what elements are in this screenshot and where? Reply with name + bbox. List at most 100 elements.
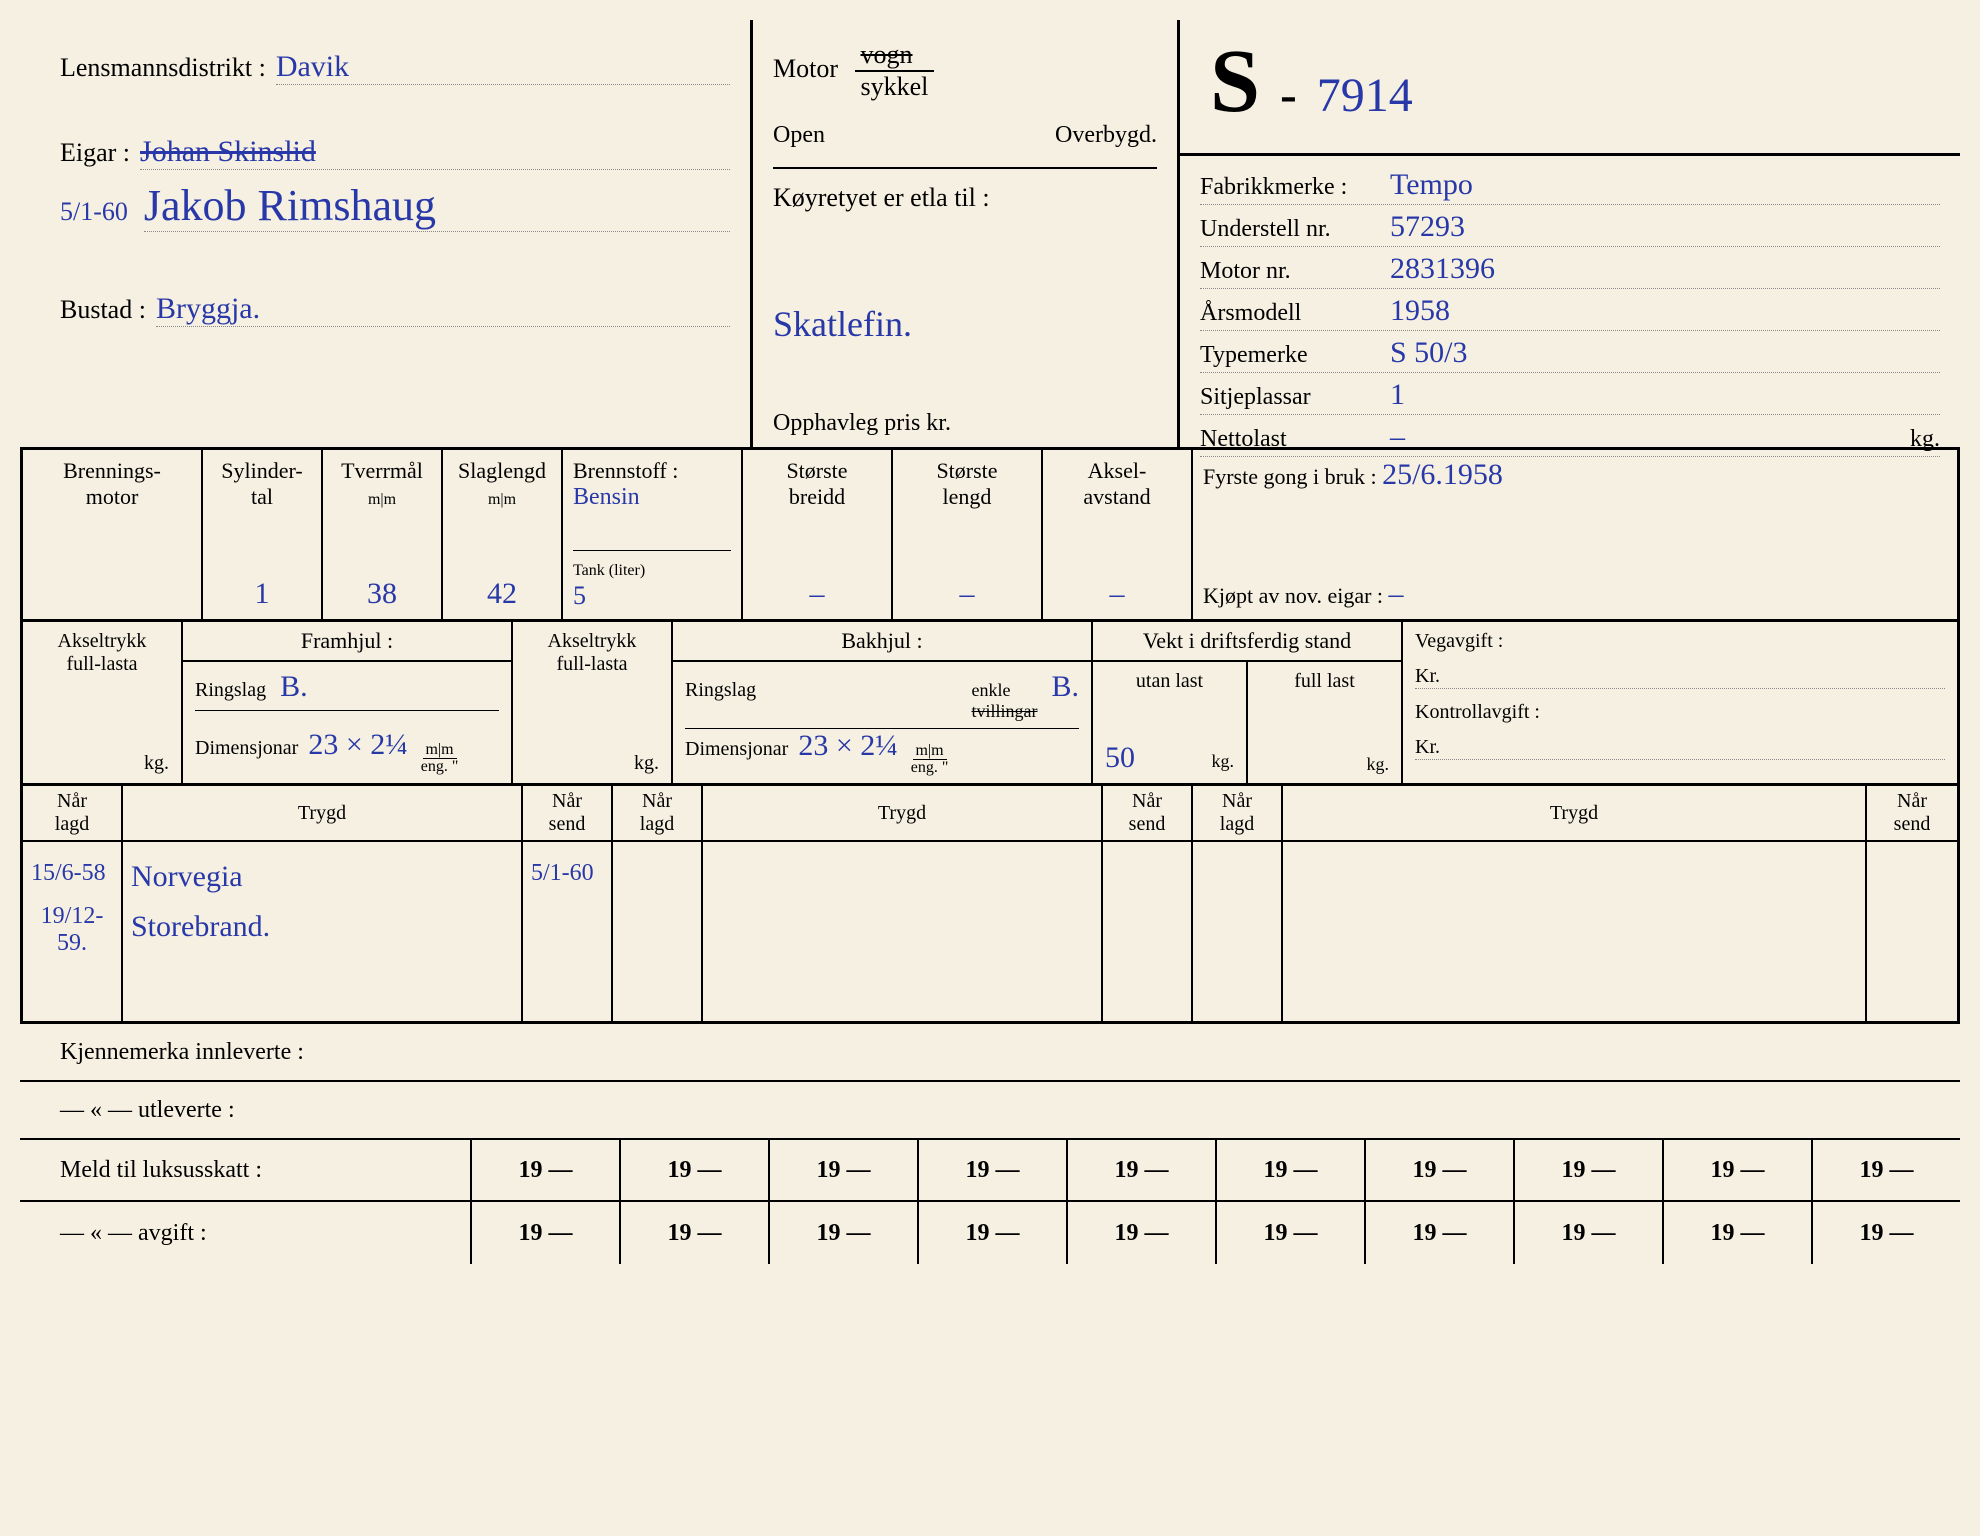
spec-section: S - 7914 Fabrikkmerke :Tempo Understell …	[1180, 20, 1960, 447]
la-2: 19 —	[619, 1202, 768, 1264]
th-nar-lagd-2: Når lagd	[613, 786, 703, 840]
ringslag-front-label: Ringslag	[195, 679, 266, 702]
slaglengd-unit: m|m	[488, 491, 516, 508]
reg-number: 7914	[1317, 68, 1413, 123]
kg-full: kg.	[1367, 754, 1390, 775]
ly-4: 19 —	[917, 1140, 1066, 1200]
framhjul-label: Framhjul :	[183, 622, 511, 662]
sykkel-label: sykkel	[855, 72, 935, 102]
ringslag-front-val: B.	[280, 670, 308, 704]
lensmanns-value: Davik	[276, 50, 730, 85]
tverrmal-val: 38	[333, 577, 431, 611]
reg-dash: -	[1280, 65, 1297, 123]
sitjeplassar-val: 1	[1390, 378, 1940, 412]
lensmanns-label: Lensmannsdistrikt :	[60, 53, 266, 83]
vogn-struck: vogn	[855, 40, 935, 72]
enkle-label: enkle	[971, 680, 1037, 701]
kr-veg: Kr.	[1415, 665, 1945, 689]
ly-10: 19 —	[1811, 1140, 1960, 1200]
brennstoff-val: Bensin	[573, 484, 640, 510]
tr-date-0: 15/6-58	[31, 860, 106, 887]
ly-9: 19 —	[1662, 1140, 1811, 1200]
la-9: 19 —	[1662, 1202, 1811, 1264]
full-last-label: full last	[1260, 670, 1389, 693]
kontrollavgift-label: Kontrollavgift :	[1415, 701, 1945, 724]
th-nar-lagd-3: Når lagd	[1193, 786, 1283, 840]
bustad-label: Bustad :	[60, 295, 146, 325]
eigar-struck: Johan Skinslid	[140, 135, 730, 170]
sitjeplassar-label: Sitjeplassar	[1200, 384, 1390, 411]
tr-date-1: 19/12-59.	[31, 903, 113, 957]
brennstoff-label: Brennstoff :	[573, 458, 678, 483]
la-4: 19 —	[917, 1202, 1066, 1264]
ringslag-rear-label: Ringslag	[685, 679, 756, 702]
reg-prefix: S	[1210, 30, 1260, 133]
bustad-value: Bryggja.	[156, 292, 730, 327]
mm-eng-front: m|meng. "	[418, 742, 462, 775]
ringslag-rear-val: B.	[1051, 670, 1079, 704]
fyrste-val: 25/6.1958	[1382, 458, 1503, 491]
tverrmal-unit: m|m	[368, 491, 396, 508]
understell-val: 57293	[1390, 210, 1940, 244]
utan-last-val: 50	[1105, 741, 1135, 775]
owner-section: Lensmannsdistrikt : Davik Eigar : Johan …	[20, 20, 750, 447]
luksus-avgift-label: — « — avgift :	[20, 1220, 470, 1247]
kjopt-label: Kjøpt av nov. eigar :	[1203, 583, 1383, 608]
ly-3: 19 —	[768, 1140, 917, 1200]
tr-send-0: 5/1-60	[531, 860, 594, 887]
th-nar-lagd-1: Når lagd	[23, 786, 123, 840]
kg-utan: kg.	[1212, 751, 1235, 772]
fyrste-label: Fyrste gong i bruk :	[1203, 464, 1377, 489]
storste-breidd-val: –	[753, 577, 881, 611]
opphavleg-label: Opphavleg pris kr.	[773, 410, 951, 436]
storste-breidd-label: Største breidd	[753, 458, 881, 510]
sylindertal-label: Sylinder- tal	[213, 458, 311, 510]
dim-front-label: Dimensjonar	[195, 737, 298, 760]
dim-rear-val: 23 × 2¼	[798, 729, 897, 763]
la-6: 19 —	[1215, 1202, 1364, 1264]
registration-card: Lensmannsdistrikt : Davik Eigar : Johan …	[20, 20, 1960, 1516]
tank-val: 5	[573, 581, 586, 610]
tvillingar-label: tvillingar	[971, 701, 1037, 722]
th-trygd-3: Trygd	[1283, 786, 1867, 840]
storste-lengd-val: –	[903, 577, 1031, 611]
fabrikkmerke-val: Tempo	[1390, 168, 1940, 202]
th-trygd-2: Trygd	[703, 786, 1103, 840]
kjennemerka-innleverte-row: Kjennemerka innleverte :	[20, 1024, 1960, 1082]
spec-rows: Fabrikkmerke :Tempo Understell nr.57293 …	[1180, 156, 1960, 470]
ly-6: 19 —	[1215, 1140, 1364, 1200]
storste-lengd-label: Største lengd	[903, 458, 1031, 510]
motornr-val: 2831396	[1390, 252, 1940, 286]
motor-label: Motor	[773, 54, 838, 83]
luksus-meld-row: Meld til luksusskatt : 19 — 19 — 19 — 19…	[20, 1140, 1960, 1202]
mm-eng-rear: m|meng. "	[908, 743, 952, 776]
eigar-value2: Jakob Rimshaug	[144, 180, 730, 232]
registration-box: S - 7914	[1180, 20, 1960, 156]
la-5: 19 —	[1066, 1202, 1215, 1264]
kr-kontroll: Kr.	[1415, 736, 1945, 760]
bakhjul-label: Bakhjul :	[673, 622, 1091, 662]
motornr-label: Motor nr.	[1200, 258, 1390, 285]
ly-7: 19 —	[1364, 1140, 1513, 1200]
slaglengd-val: 42	[453, 577, 551, 611]
akseltrykk-front-label: Akseltrykk full-lasta	[35, 630, 169, 676]
aksel-avstand-val: –	[1053, 577, 1181, 611]
kg-rear-label: kg.	[525, 752, 659, 775]
vehicle-section: Motor vogn sykkel Open Overbygd. Køyrety…	[750, 20, 1180, 447]
nettolast-val: –	[1390, 420, 1900, 454]
luksus-avgift-row: — « — avgift : 19 — 19 — 19 — 19 — 19 — …	[20, 1202, 1960, 1264]
overbygd-label: Overbygd.	[1055, 122, 1157, 149]
typemerke-val: S 50/3	[1390, 336, 1940, 370]
la-7: 19 —	[1364, 1202, 1513, 1264]
eigar-label: Eigar :	[60, 138, 130, 168]
engine-row: Brennings- motor Sylinder- tal 1 Tverrmå…	[20, 450, 1960, 622]
trygd-header: Når lagd Trygd Når send Når lagd Trygd N…	[20, 786, 1960, 842]
fabrikkmerke-label: Fabrikkmerke :	[1200, 174, 1390, 201]
kjennemerka-utleverte-row: — « — utleverte :	[20, 1082, 1960, 1140]
sylindertal-val: 1	[213, 577, 311, 611]
arsmodell-val: 1958	[1390, 294, 1940, 328]
brenningsmotor-label: Brennings- motor	[33, 458, 191, 510]
kjopt-val: –	[1389, 577, 1404, 610]
akseltrykk-rear-label: Akseltrykk full-lasta	[525, 630, 659, 676]
kj-innleverte-label: Kjennemerka innleverte :	[60, 1039, 304, 1066]
